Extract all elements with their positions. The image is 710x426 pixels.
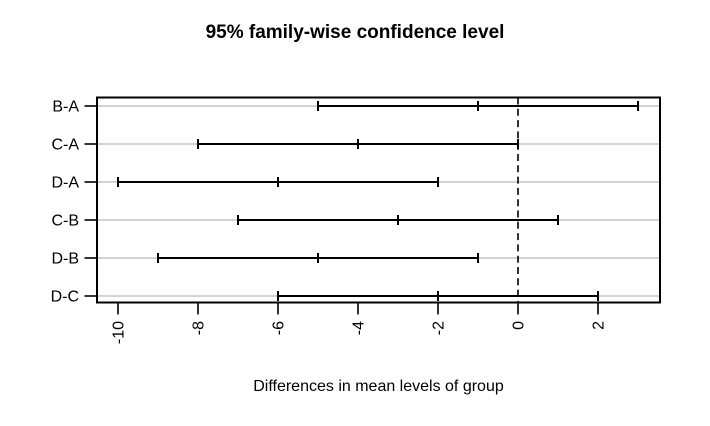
x-tick-label: -10 [111,321,128,344]
y-axis-label: D-B [51,251,79,268]
y-axis-label: C-B [51,213,79,230]
y-axis-label: D-A [51,175,79,192]
x-tick-label: -6 [271,321,288,335]
x-tick-label: 2 [591,321,608,330]
confidence-interval-B-A [317,101,639,111]
confidence-interval-C-A [197,139,519,149]
confidence-interval-C-B [237,215,559,225]
y-axis-label: C-A [51,137,79,154]
x-tick-label: -2 [431,321,448,335]
plot-box [96,96,661,304]
y-axis-label: B-A [52,99,79,116]
confidence-interval-D-C [277,291,599,301]
x-tick-label: -4 [351,321,368,335]
x-tick-label: -8 [191,321,208,335]
x-tick-label: 0 [511,321,528,330]
x-axis-label: Differences in mean levels of group [253,378,504,395]
chart-title: 95% family-wise confidence level [205,22,505,43]
confidence-interval-D-B [157,253,479,263]
y-axis-label: D-C [51,289,79,306]
confidence-interval-D-A [117,177,439,187]
